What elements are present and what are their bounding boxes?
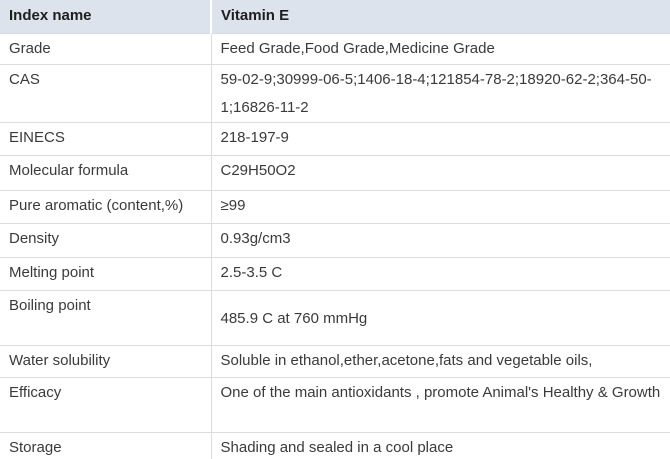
row-label: CAS — [0, 64, 212, 123]
row-value: Feed Grade,Food Grade,Medicine Grade — [211, 33, 670, 65]
table-row-melting-point: Melting point 2.5-3.5 C — [0, 257, 670, 291]
row-label: Melting point — [0, 257, 212, 291]
table-row-efficacy: Efficacy One of the main antioxidants , … — [0, 377, 670, 433]
table-row-molecular-formula: Molecular formula C29H50O2 — [0, 155, 670, 191]
table-row-storage: Storage Shading and sealed in a cool pla… — [0, 432, 670, 459]
row-label: Storage — [0, 432, 212, 459]
row-value: Soluble in ethanol,ether,acetone,fats an… — [211, 345, 670, 378]
row-value: 0.93g/cm3 — [211, 223, 670, 258]
row-value: 218-197-9 — [211, 122, 670, 156]
row-value: One of the main antioxidants , promote A… — [211, 377, 670, 433]
row-value: 2.5-3.5 C — [211, 257, 670, 291]
header-index-name: Index name — [0, 0, 212, 34]
row-value: Shading and sealed in a cool place — [211, 432, 670, 459]
table-row-pure-aromatic: Pure aromatic (content,%) ≥99 — [0, 190, 670, 224]
row-value: 485.9 C at 760 mmHg — [211, 290, 670, 346]
row-label: Water solubility — [0, 345, 212, 378]
row-label: Molecular formula — [0, 155, 212, 191]
row-label: Boiling point — [0, 290, 212, 346]
row-label: Grade — [0, 33, 212, 65]
table-header-row: Index name Vitamin E — [0, 0, 670, 34]
row-label: Efficacy — [0, 377, 212, 433]
row-label: Pure aromatic (content,%) — [0, 190, 212, 224]
table-row-cas: CAS 59-02-9;30999-06-5;1406-18-4;121854-… — [0, 64, 670, 123]
table-row-water-solubility: Water solubility Soluble in ethanol,ethe… — [0, 345, 670, 378]
row-label: EINECS — [0, 122, 212, 156]
table-row-grade: Grade Feed Grade,Food Grade,Medicine Gra… — [0, 33, 670, 65]
table-row-density: Density 0.93g/cm3 — [0, 223, 670, 258]
header-product-name: Vitamin E — [211, 0, 670, 34]
row-value: 59-02-9;30999-06-5;1406-18-4;121854-78-2… — [211, 64, 670, 123]
table-row-einecs: EINECS 218-197-9 — [0, 122, 670, 156]
row-value: ≥99 — [211, 190, 670, 224]
row-value: C29H50O2 — [211, 155, 670, 191]
table-row-boiling-point: Boiling point 485.9 C at 760 mmHg — [0, 290, 670, 346]
row-label: Density — [0, 223, 212, 258]
